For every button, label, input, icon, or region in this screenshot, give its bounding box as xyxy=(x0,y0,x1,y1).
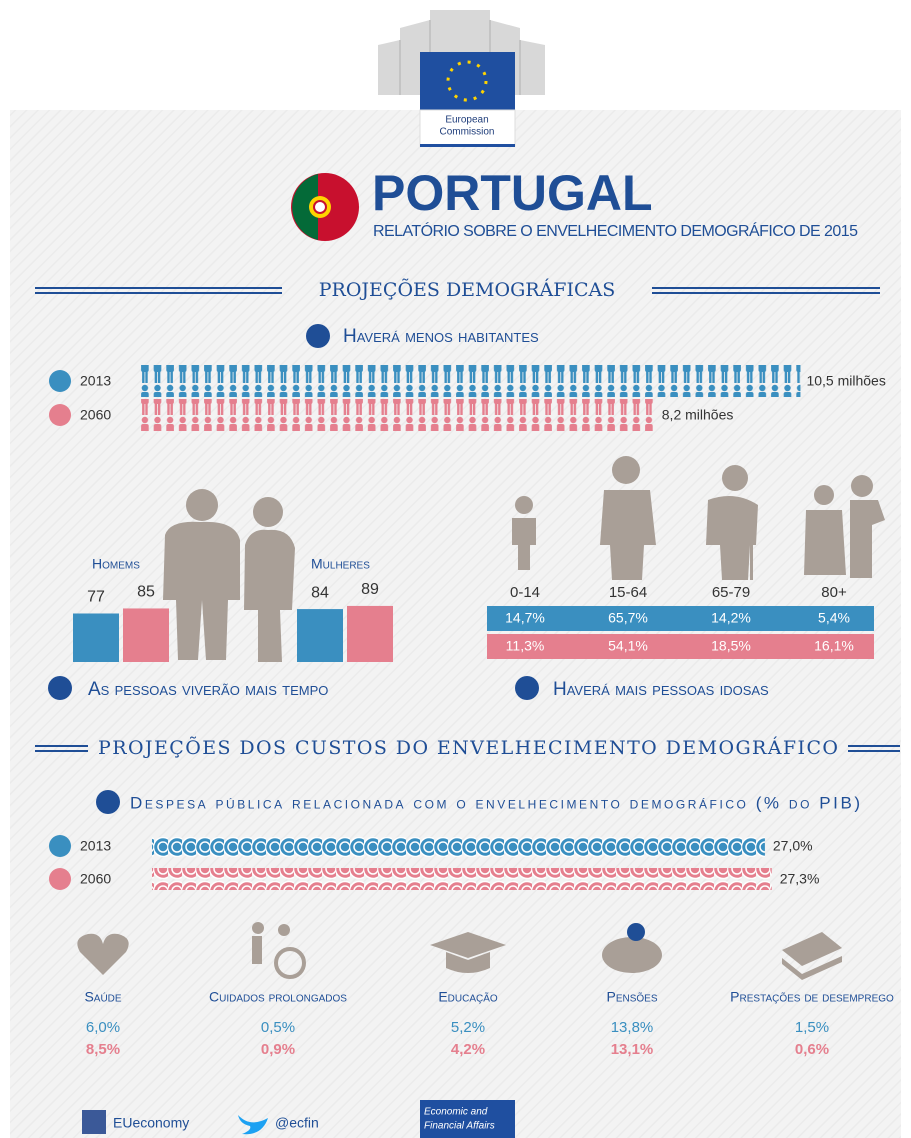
legend-dot xyxy=(49,868,71,890)
year-label: 2060 xyxy=(80,407,111,423)
heading: As pessoas viverão mais tempo xyxy=(88,679,328,700)
item-value: 0,9% xyxy=(261,1041,295,1058)
group-label: Mulheres xyxy=(311,556,370,572)
legend-dot xyxy=(49,404,71,426)
dg-box xyxy=(420,1100,515,1138)
item-value: 6,0% xyxy=(86,1019,120,1036)
people-bar xyxy=(140,399,656,431)
age-value: 11,3% xyxy=(506,638,545,654)
item-name: Cuidados prolongados xyxy=(209,989,347,1005)
item-name: Educação xyxy=(438,989,498,1005)
legend-dot xyxy=(49,835,71,857)
item-name: Prestações de desemprego xyxy=(730,989,894,1005)
item-value: 13,1% xyxy=(611,1041,654,1058)
value-label: 27,0% xyxy=(773,838,813,854)
age-value: 65,7% xyxy=(608,610,648,626)
dg-text: Financial Affairs xyxy=(424,1121,495,1132)
age-row xyxy=(487,606,874,631)
age-label: 80+ xyxy=(821,584,847,601)
age-value: 18,5% xyxy=(711,638,751,654)
facebook-handle: EUeconomy xyxy=(113,1115,189,1131)
bar-label: 85 xyxy=(137,584,155,601)
item-name: Saúde xyxy=(84,989,121,1005)
age-value: 16,1% xyxy=(814,638,854,654)
flag xyxy=(291,173,359,241)
heading: Haverá menos habitantes xyxy=(343,326,539,347)
age-value: 54,1% xyxy=(608,638,648,654)
section-rule xyxy=(35,287,880,294)
country-title: PORTUGAL xyxy=(372,165,653,221)
value-label: 27,3% xyxy=(780,871,820,887)
life-bar xyxy=(297,609,343,662)
section-title: PROJEÇÕES DOS CUSTOS DO ENVELHECIMENTO D… xyxy=(98,736,838,759)
year-label: 2060 xyxy=(80,871,111,887)
icon xyxy=(96,790,120,814)
life-bar xyxy=(73,613,119,662)
icon xyxy=(48,676,72,700)
item-value: 13,8% xyxy=(611,1019,654,1036)
bar-label: 77 xyxy=(87,589,105,606)
age-value: 14,7% xyxy=(505,610,545,626)
bar-label: 89 xyxy=(361,581,379,598)
year-label: 2013 xyxy=(80,838,111,854)
item-value: 0,6% xyxy=(795,1041,829,1058)
icon xyxy=(515,676,539,700)
item-value: 0,5% xyxy=(261,1019,295,1036)
item-value: 8,5% xyxy=(86,1041,120,1058)
legend-dot xyxy=(49,370,71,392)
year-label: 2013 xyxy=(80,373,111,389)
item-value: 4,2% xyxy=(451,1041,485,1058)
icon xyxy=(306,324,330,348)
item-value: 5,2% xyxy=(451,1019,485,1036)
age-value: 5,4% xyxy=(818,610,850,626)
silhouette xyxy=(163,456,885,662)
logo-text: European xyxy=(445,115,488,126)
twitter-handle: @ecfin xyxy=(275,1115,319,1131)
life-bar xyxy=(347,605,393,662)
age-row xyxy=(487,634,874,659)
facebook-icon xyxy=(82,1110,106,1134)
dg-text: Economic and xyxy=(424,1107,488,1118)
twitter-icon xyxy=(238,1115,268,1135)
item-name: Pensões xyxy=(606,989,657,1005)
people-bar xyxy=(140,365,801,397)
age-label: 0-14 xyxy=(510,584,540,601)
logo-text: Commission xyxy=(439,127,494,138)
value-label: 8,2 milhões xyxy=(662,407,734,423)
section-title: PROJEÇÕES DEMOGRÁFICAS xyxy=(319,278,616,301)
heading: Haverá mais pessoas idosas xyxy=(553,679,769,700)
age-value: 14,2% xyxy=(711,610,751,626)
item-value: 1,5% xyxy=(795,1019,829,1036)
group-label: Homems xyxy=(92,556,140,572)
life-bar xyxy=(123,608,169,662)
value-label: 10,5 milhões xyxy=(806,373,885,389)
age-label: 65-79 xyxy=(712,584,750,601)
coin-bar xyxy=(152,868,772,890)
section-rule xyxy=(35,745,900,752)
subtitle: RELATÓRIO SOBRE O ENVELHECIMENTO DEMOGRÁ… xyxy=(373,221,858,240)
age-label: 15-64 xyxy=(609,584,647,601)
coin-bar xyxy=(152,835,765,857)
bar-label: 84 xyxy=(311,584,329,601)
ec-logo xyxy=(378,10,545,147)
category-icon xyxy=(77,922,842,980)
